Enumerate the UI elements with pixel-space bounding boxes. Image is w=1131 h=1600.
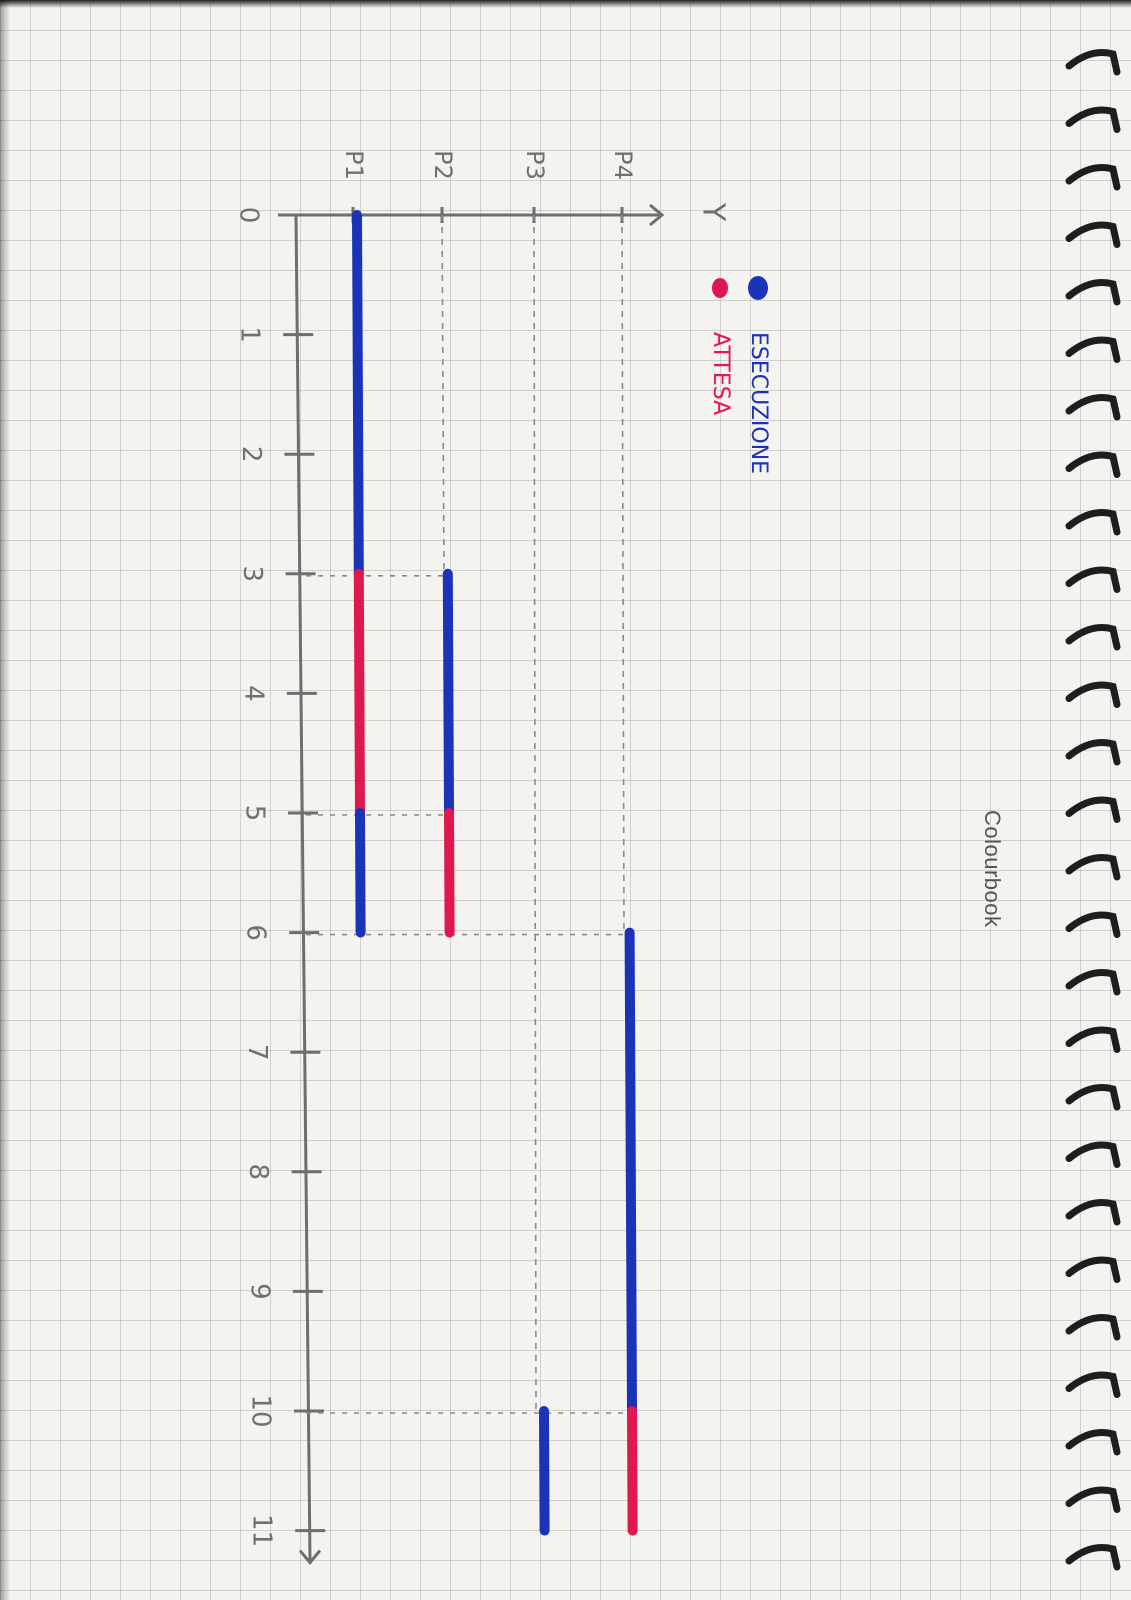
legend-dot <box>748 276 768 300</box>
legend-label: ATTESA <box>708 332 733 415</box>
spiral-ring <box>1065 566 1121 593</box>
spiral-ring <box>1065 336 1121 363</box>
spiral-ring <box>1065 969 1121 996</box>
time-tick-label: 11 <box>247 1514 277 1547</box>
time-tick-label: 2 <box>236 446 266 463</box>
gantt-bar-execution <box>624 927 637 1416</box>
spiral-binding <box>1065 49 1121 1571</box>
process-guide <box>621 214 625 933</box>
time-tick-label: 6 <box>241 924 271 941</box>
time-tick-label: 9 <box>244 1283 274 1300</box>
spiral-ring <box>1065 451 1121 478</box>
process-label: P2 <box>429 150 457 180</box>
page-edge-shadow <box>0 0 1131 8</box>
time-tick-label: 4 <box>238 685 268 702</box>
spiral-ring <box>1065 624 1121 651</box>
spiral-ring <box>1065 1141 1121 1168</box>
spiral-ring <box>1065 1084 1121 1111</box>
legend-dot <box>712 278 728 298</box>
gantt-bar-waiting <box>353 568 365 818</box>
gantt-bar-waiting <box>444 808 455 938</box>
time-axis <box>294 214 312 1561</box>
gantt-bar-execution <box>442 568 454 818</box>
spiral-ring <box>1065 394 1121 421</box>
spiral-ring <box>1065 1256 1121 1283</box>
spiral-ring <box>1065 106 1121 133</box>
spiral-ring <box>1065 796 1121 823</box>
process-guide <box>533 214 537 1412</box>
spiral-ring <box>1065 854 1121 881</box>
spiral-ring <box>1065 1026 1121 1053</box>
spiral-ring <box>1065 164 1121 191</box>
spiral-ring <box>1065 739 1121 766</box>
spiral-ring <box>1065 279 1121 306</box>
process-label: P3 <box>521 150 549 180</box>
page-side-shadow <box>0 0 10 1600</box>
spiral-ring <box>1065 911 1121 938</box>
time-tick-label: 8 <box>243 1164 273 1181</box>
spiral-ring <box>1065 1486 1121 1513</box>
gantt-bar-execution <box>352 210 364 579</box>
process-guide <box>441 214 445 574</box>
spiral-ring <box>1065 1199 1121 1226</box>
time-tick-label: 3 <box>237 566 267 583</box>
process-label: P4 <box>609 150 637 180</box>
spiral-ring <box>1065 49 1121 76</box>
gantt-bar-waiting <box>627 1406 638 1536</box>
spiral-ring <box>1065 1544 1121 1571</box>
gantt-bar-execution <box>355 808 366 938</box>
time-tick-label: 10 <box>246 1394 276 1427</box>
time-tick-label: 0 <box>234 207 264 224</box>
time-tick-label: 1 <box>235 326 265 343</box>
gantt-bar-execution <box>539 1406 550 1536</box>
time-axis-arrow <box>298 1549 322 1565</box>
process-axis-arrow <box>649 203 665 227</box>
spiral-ring <box>1065 221 1121 248</box>
spiral-ring <box>1065 1429 1121 1456</box>
spiral-ring <box>1065 681 1121 708</box>
y-axis-label: Y <box>696 202 731 222</box>
time-tick-label: 5 <box>240 805 270 822</box>
spiral-ring <box>1065 1314 1121 1341</box>
time-tick-label: 7 <box>242 1044 272 1061</box>
process-label: P1 <box>340 150 368 180</box>
legend-label: ESECUZIONE <box>746 332 771 474</box>
spiral-ring <box>1065 509 1121 536</box>
spiral-ring <box>1065 1371 1121 1398</box>
